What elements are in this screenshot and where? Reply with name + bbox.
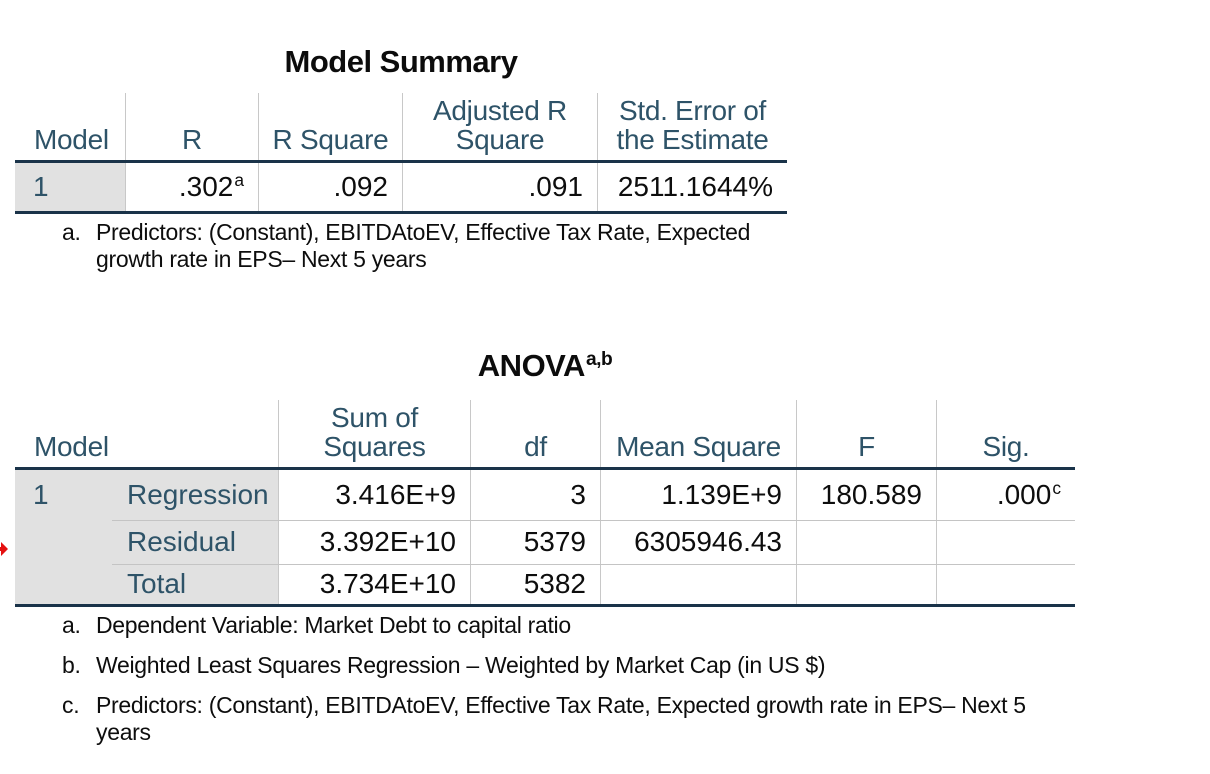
cell-df: 3 [470,470,600,520]
cell-mean-square [600,564,796,604]
anova-footnote-a: a. Dependent Variable: Market Debt to ca… [62,612,1052,639]
model-summary-title: Model Summary [284,44,518,79]
row-label: Residual [127,526,236,557]
column-header-r-square: R Square [258,93,402,160]
footnote-marker: a. [62,612,81,638]
selection-arrow-icon [0,541,10,557]
selection-arrow-shaft [0,547,1,551]
cell-sig [936,520,1075,564]
anova-title-superscript: a,b [585,349,613,371]
cell-f [796,564,936,604]
column-header-mean-square: Mean Square [600,400,796,467]
column-header-r: R [125,93,258,160]
model-summary-header-row: Model R R Square Adjusted R Square Std. … [15,93,787,163]
cell-std-error-value: 2511.1644% [597,163,787,211]
footnote-text: Predictors: (Constant), EBITDAtoEV, Effe… [96,692,1026,745]
cell-r-square-value: .092 [258,163,402,211]
row-label: Total [127,568,187,599]
table-row-residual: Residual 3.392E+10 5379 6305946.43 [15,520,1075,564]
column-header-df: df [470,400,600,467]
footnote-text: Weighted Least Squares Regression – Weig… [96,652,826,678]
model-stub-spacer [15,470,112,520]
anova-table-body: 1 Regression 3.416E+9 3 1.139E+9 180.589… [15,470,1075,607]
anova-table: Model Sum of Squares df Mean Square F Si… [15,400,1075,607]
cell-sum-of-squares: 3.392E+10 [278,520,470,564]
anova-footnote-c: c. Predictors: (Constant), EBITDAtoEV, E… [62,692,1052,745]
model-stub-spacer [15,520,112,564]
column-header-sum-of-squares: Sum of Squares [278,400,470,467]
cell-f: 180.589 [796,470,936,520]
cell-sig: .000c [936,470,1075,520]
model-summary-data-row: 1 .302a .092 .091 2511.1644% [15,163,787,214]
row-label: Regression [127,479,269,510]
selection-arrow-head [1,542,8,556]
cell-mean-square: 1.139E+9 [600,470,796,520]
footnote-text: Dependent Variable: Market Debt to capit… [96,612,571,638]
anova-footnote-b: b. Weighted Least Squares Regression – W… [62,652,1052,679]
cell-sum-of-squares: 3.734E+10 [278,564,470,604]
footnote-marker-superscript: a [234,170,244,191]
cell-sum-of-squares: 3.416E+9 [278,470,470,520]
cell-model-number: 1 [15,163,125,211]
footnote-text: Predictors: (Constant), EBITDAtoEV, Effe… [96,219,751,272]
anova-title: ANOVAa,b [477,348,613,383]
cell-f [796,520,936,564]
footnote-marker-superscript: c [1052,478,1061,499]
cell-adjusted-r-square-value: .091 [402,163,597,211]
column-header-sig: Sig. [936,400,1075,467]
column-header-adjusted-r-square: Adjusted R Square [402,93,597,160]
column-header-std-error: Std. Error of the Estimate [597,93,787,160]
table-row-regression: Regression 3.416E+9 3 1.139E+9 180.589 .… [15,470,1075,520]
cell-model-number: 1 [33,479,49,510]
cell-r-value: .302a [125,163,258,211]
column-header-model: Model [34,430,109,462]
footnote-marker: c. [62,692,80,718]
column-header-f: F [796,400,936,467]
cell-sig [936,564,1075,604]
footnote-marker: b. [62,652,81,678]
table-row-total: Total 3.734E+10 5382 [15,564,1075,604]
model-summary-footnote-a: a. Predictors: (Constant), EBITDAtoEV, E… [62,219,762,272]
model-stub-spacer [15,564,112,604]
cell-df: 5379 [470,520,600,564]
model-summary-table: Model R R Square Adjusted R Square Std. … [15,93,787,214]
column-header-model: Model [34,123,109,155]
footnote-marker: a. [62,219,81,245]
cell-mean-square: 6305946.43 [600,520,796,564]
cell-df: 5382 [470,564,600,604]
anova-header-row: Model Sum of Squares df Mean Square F Si… [15,400,1075,470]
